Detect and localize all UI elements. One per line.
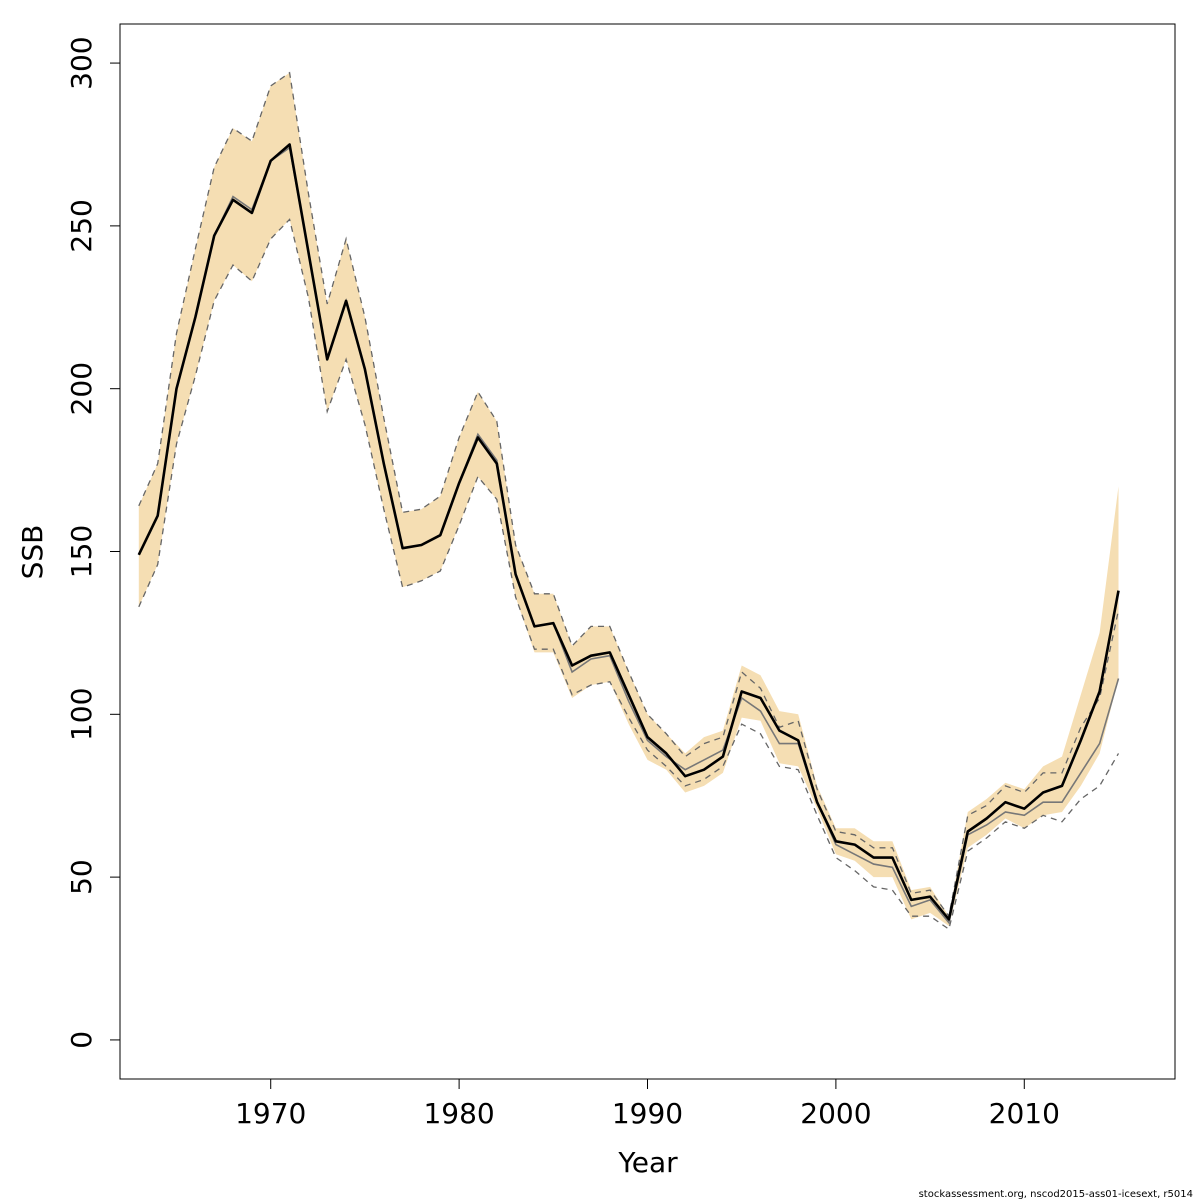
series-lines-layer [137,71,1120,931]
confidence-band-layer [138,72,1119,927]
x-axis-title: Year [617,1146,678,1179]
y-tick-label: 200 [65,362,98,415]
y-tick-label: 300 [65,36,98,89]
confidence-band [138,72,1119,927]
y-tick-label: 100 [65,688,98,741]
y-tick-label: 250 [65,199,98,252]
x-tick-label: 1970 [235,1097,306,1130]
x-axis: 1970 1980 1990 2000 2010 [235,1078,1060,1130]
upper-bound-dashed-line [138,71,1120,918]
x-tick-label: 1990 [612,1097,683,1130]
y-tick-label: 0 [65,1031,98,1049]
x-tick-label: 1980 [423,1097,494,1130]
x-tick-label: 2000 [800,1097,871,1130]
y-axis: 0 50 100 150 200 250 300 [65,36,121,1049]
y-tick-label: 150 [65,525,98,578]
ssb-estimate-line [137,143,1120,921]
x-tick-label: 2010 [989,1097,1060,1130]
lower-bound-dashed-line [138,218,1120,931]
y-axis-title: SSB [16,525,49,580]
footnote: stockassessment.org, nscod2015-ass01-ice… [919,1189,1193,1200]
y-tick-label: 50 [65,859,98,895]
